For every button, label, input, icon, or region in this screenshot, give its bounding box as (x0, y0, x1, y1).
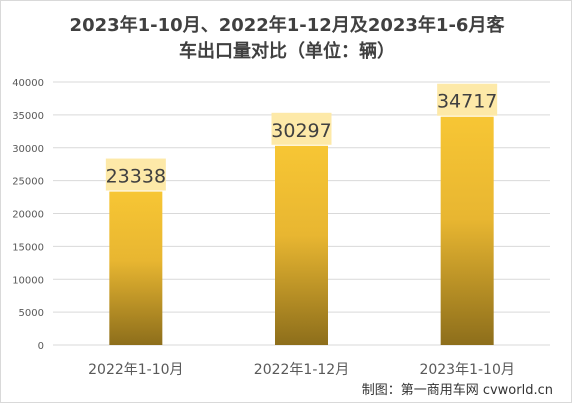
y-tick-label: 25000 (12, 177, 44, 188)
data-label-box (271, 112, 332, 145)
chart-title-line2: 车出口量对比（单位：辆） (179, 40, 395, 62)
data-label: 34717 (437, 91, 497, 113)
chart-title-line1: 2023年1-10月、2022年1-12月及2023年1-6月客 (70, 14, 506, 36)
y-tick-label: 10000 (12, 275, 44, 286)
y-tick-label: 20000 (12, 210, 44, 221)
bar (275, 145, 328, 345)
bar (109, 191, 163, 345)
data-label-box (105, 158, 166, 191)
data-label: 30297 (271, 120, 331, 142)
x-tick-label: 2022年1-12月 (254, 362, 349, 378)
y-tick-label: 35000 (12, 111, 44, 122)
y-tick-label: 0 (38, 341, 44, 352)
bar (440, 116, 494, 346)
bar-series: 23338 30297 34717 (105, 83, 498, 346)
x-tick-label: 2023年1-10月 (419, 362, 514, 378)
data-label: 23338 (106, 166, 166, 188)
x-axis: 2022年1-10月 2022年1-12月 2023年1-10月 (88, 362, 515, 378)
y-tick-label: 5000 (19, 308, 44, 319)
x-tick-label: 2022年1-10月 (88, 362, 183, 378)
y-tick-label: 30000 (12, 144, 44, 155)
chart-credit: 制图：第一商用车网 cvworld.cn (362, 382, 553, 398)
y-tick-label: 40000 (12, 78, 44, 89)
data-label-box (437, 83, 498, 116)
y-axis: 0 5000 10000 15000 20000 25000 30000 35000 40000 (12, 78, 44, 352)
y-tick-label: 15000 (12, 242, 44, 253)
